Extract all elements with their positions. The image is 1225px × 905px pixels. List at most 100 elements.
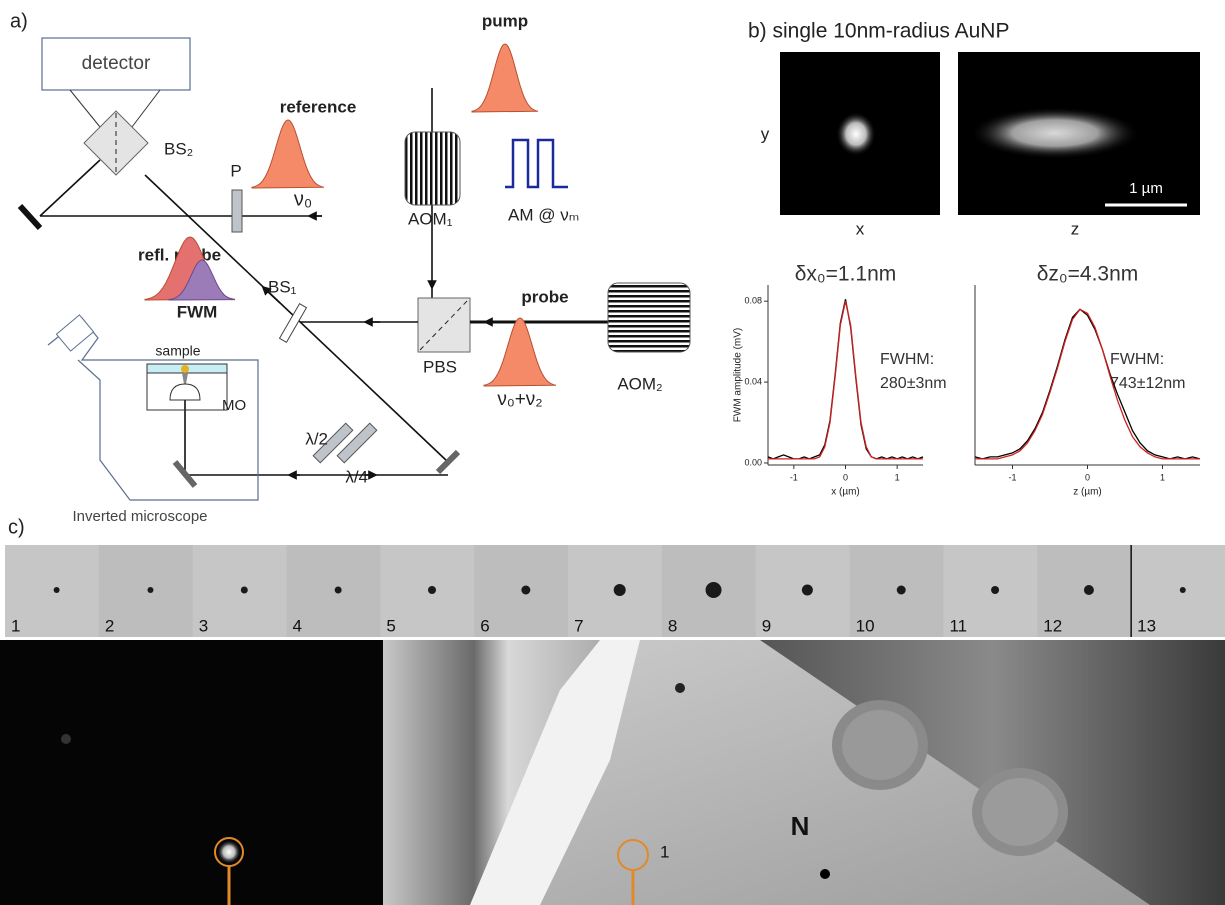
objective [170, 384, 200, 400]
particle [54, 587, 60, 593]
pbs [418, 298, 470, 352]
particle [675, 683, 685, 693]
x-axis-label: x (µm) [831, 487, 860, 498]
annotation: 743±12nm [1110, 375, 1186, 392]
panel-label: c) [8, 516, 25, 538]
particle [521, 586, 530, 595]
frame-label: 10 [856, 616, 875, 635]
psf-spot [970, 107, 1140, 159]
particle-label: 1 [660, 842, 669, 861]
frame-label: 13 [1137, 616, 1156, 635]
bs1-label: BS₁ [268, 277, 297, 296]
y-axis-label: FWM amplitude (mV) [733, 328, 744, 422]
frame-label: 3 [199, 616, 208, 635]
x-tick-label: 1 [895, 472, 900, 482]
bs2-label: BS₂ [164, 139, 193, 158]
psf-spot [836, 112, 876, 156]
sample-label: sample [155, 343, 200, 359]
chart-title: δz₀=4.3nm [1037, 263, 1139, 286]
x-tick-label: 1 [1160, 472, 1165, 482]
square-wave [505, 140, 568, 187]
aom1-label: AOM₁ [408, 209, 453, 228]
chart-title: δx₀=1.1nm [795, 263, 897, 286]
particle [820, 869, 830, 879]
reference-label: reference [280, 97, 357, 116]
nu0-nu2-label: ν₀+ν₂ [497, 389, 542, 410]
frame-label: 5 [386, 616, 395, 635]
beam [70, 90, 100, 127]
setup-diagram: a) detector BS₂ P reference ν₀ pump AOM₁… [10, 10, 690, 525]
axis-label: x [856, 219, 865, 238]
frame-label: 11 [949, 616, 967, 635]
annotation: 280±3nm [880, 375, 947, 392]
microscope-label: Inverted microscope [72, 508, 207, 525]
particle [802, 585, 813, 596]
fwm-label: FWM [177, 302, 218, 321]
frame-label: 2 [105, 616, 114, 635]
pbs-label: PBS [423, 357, 457, 376]
mo-label: MO [222, 397, 246, 414]
annotation: FWHM: [1110, 351, 1164, 368]
beam [132, 90, 160, 127]
nu0-label: ν₀ [294, 188, 312, 210]
beam [40, 160, 100, 216]
beam-splitter-plate [280, 304, 307, 343]
particle [181, 365, 189, 373]
x-tick-label: 0 [843, 472, 848, 482]
aom [608, 283, 690, 352]
y-tick-label: 0.04 [744, 376, 762, 386]
axis-label: y [761, 124, 770, 143]
spot [61, 734, 71, 744]
focus [182, 373, 188, 384]
polarizer-label: P [230, 161, 241, 180]
quarter-wave-label: λ/4 [345, 467, 368, 486]
frame-label: 1 [11, 616, 20, 635]
particle [428, 586, 436, 594]
particle [991, 586, 999, 594]
am-label: AM @ νₘ [508, 205, 579, 224]
frame-label: 6 [480, 616, 489, 635]
x-tick-label: 0 [1085, 472, 1090, 482]
x-axis-label: z (µm) [1073, 487, 1102, 498]
figure: a) detector BS₂ P reference ν₀ pump AOM₁… [0, 0, 1225, 905]
scale-bar-label: 1 µm [1129, 180, 1163, 197]
polarizer [232, 190, 242, 232]
pump-label: pump [482, 11, 528, 30]
pulse [484, 318, 556, 386]
particle [897, 586, 906, 595]
spot [217, 840, 241, 864]
panel-label: a) [10, 10, 28, 32]
particle [614, 584, 626, 596]
particle [147, 587, 153, 593]
organelle [982, 778, 1058, 846]
probe-label: probe [521, 287, 568, 306]
pulse [472, 44, 538, 112]
annotation: FWHM: [880, 351, 934, 368]
frame-label: 12 [1043, 616, 1062, 635]
particle [1084, 585, 1094, 595]
frame-label: 9 [762, 616, 771, 635]
particle [241, 587, 248, 594]
nucleus-label: N [791, 811, 810, 841]
psf-images: b) single 10nm-radius AuNP 1 µm y x z [748, 20, 1200, 239]
particle [335, 587, 342, 594]
frame-label: 8 [668, 616, 677, 635]
y-tick-label: 0.08 [744, 296, 762, 306]
frame-label: 4 [293, 616, 302, 635]
particle [1180, 587, 1186, 593]
panel-title: b) single 10nm-radius AuNP [748, 20, 1009, 43]
mirror [20, 206, 40, 228]
eyepiece [56, 315, 93, 351]
organelle [842, 710, 918, 780]
x-tick-label: -1 [790, 472, 798, 482]
axis-label: z [1071, 219, 1080, 238]
half-wave-label: λ/2 [305, 429, 328, 448]
fluorescence-image [0, 640, 383, 905]
detector-label: detector [82, 53, 151, 74]
aom [405, 132, 460, 205]
aom2-label: AOM₂ [617, 374, 662, 393]
pulse [252, 120, 324, 188]
